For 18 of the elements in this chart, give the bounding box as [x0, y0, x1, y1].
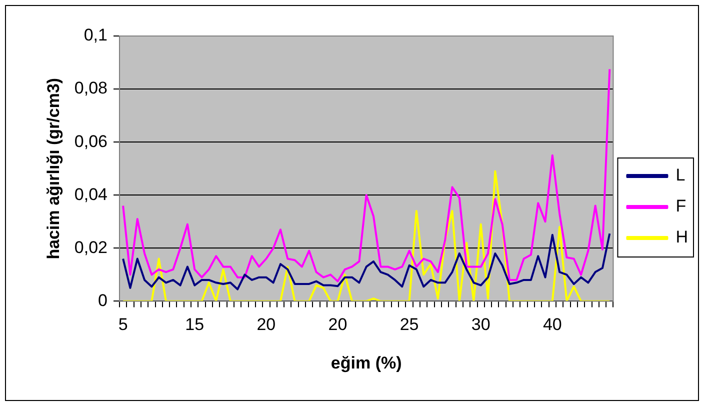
x-tick-label: 30: [471, 315, 490, 334]
y-tick-label: 0: [98, 290, 108, 310]
x-tick-label: 20: [328, 315, 348, 334]
x-tick-label: 15: [185, 315, 204, 334]
legend-label: F: [676, 196, 686, 216]
y-tick-label: 0,08: [74, 78, 108, 98]
y-tick-label: 0,04: [74, 184, 108, 204]
y-tick-label: 0,02: [74, 238, 108, 257]
x-tick-label: 25: [400, 315, 419, 334]
x-tick-label: 5: [118, 315, 128, 334]
x-tick-label: 40: [542, 315, 562, 334]
y-tick-label: 0,1: [84, 26, 108, 45]
x-tick-label: 20: [256, 315, 276, 334]
x-axis-title: eğim (%): [330, 353, 402, 372]
y-tick-label: 0,06: [74, 132, 108, 151]
legend-label: L: [676, 166, 686, 185]
y-axis-title: hacim ağırlığı (gr/cm3): [44, 78, 63, 260]
legend-label: H: [676, 228, 688, 247]
